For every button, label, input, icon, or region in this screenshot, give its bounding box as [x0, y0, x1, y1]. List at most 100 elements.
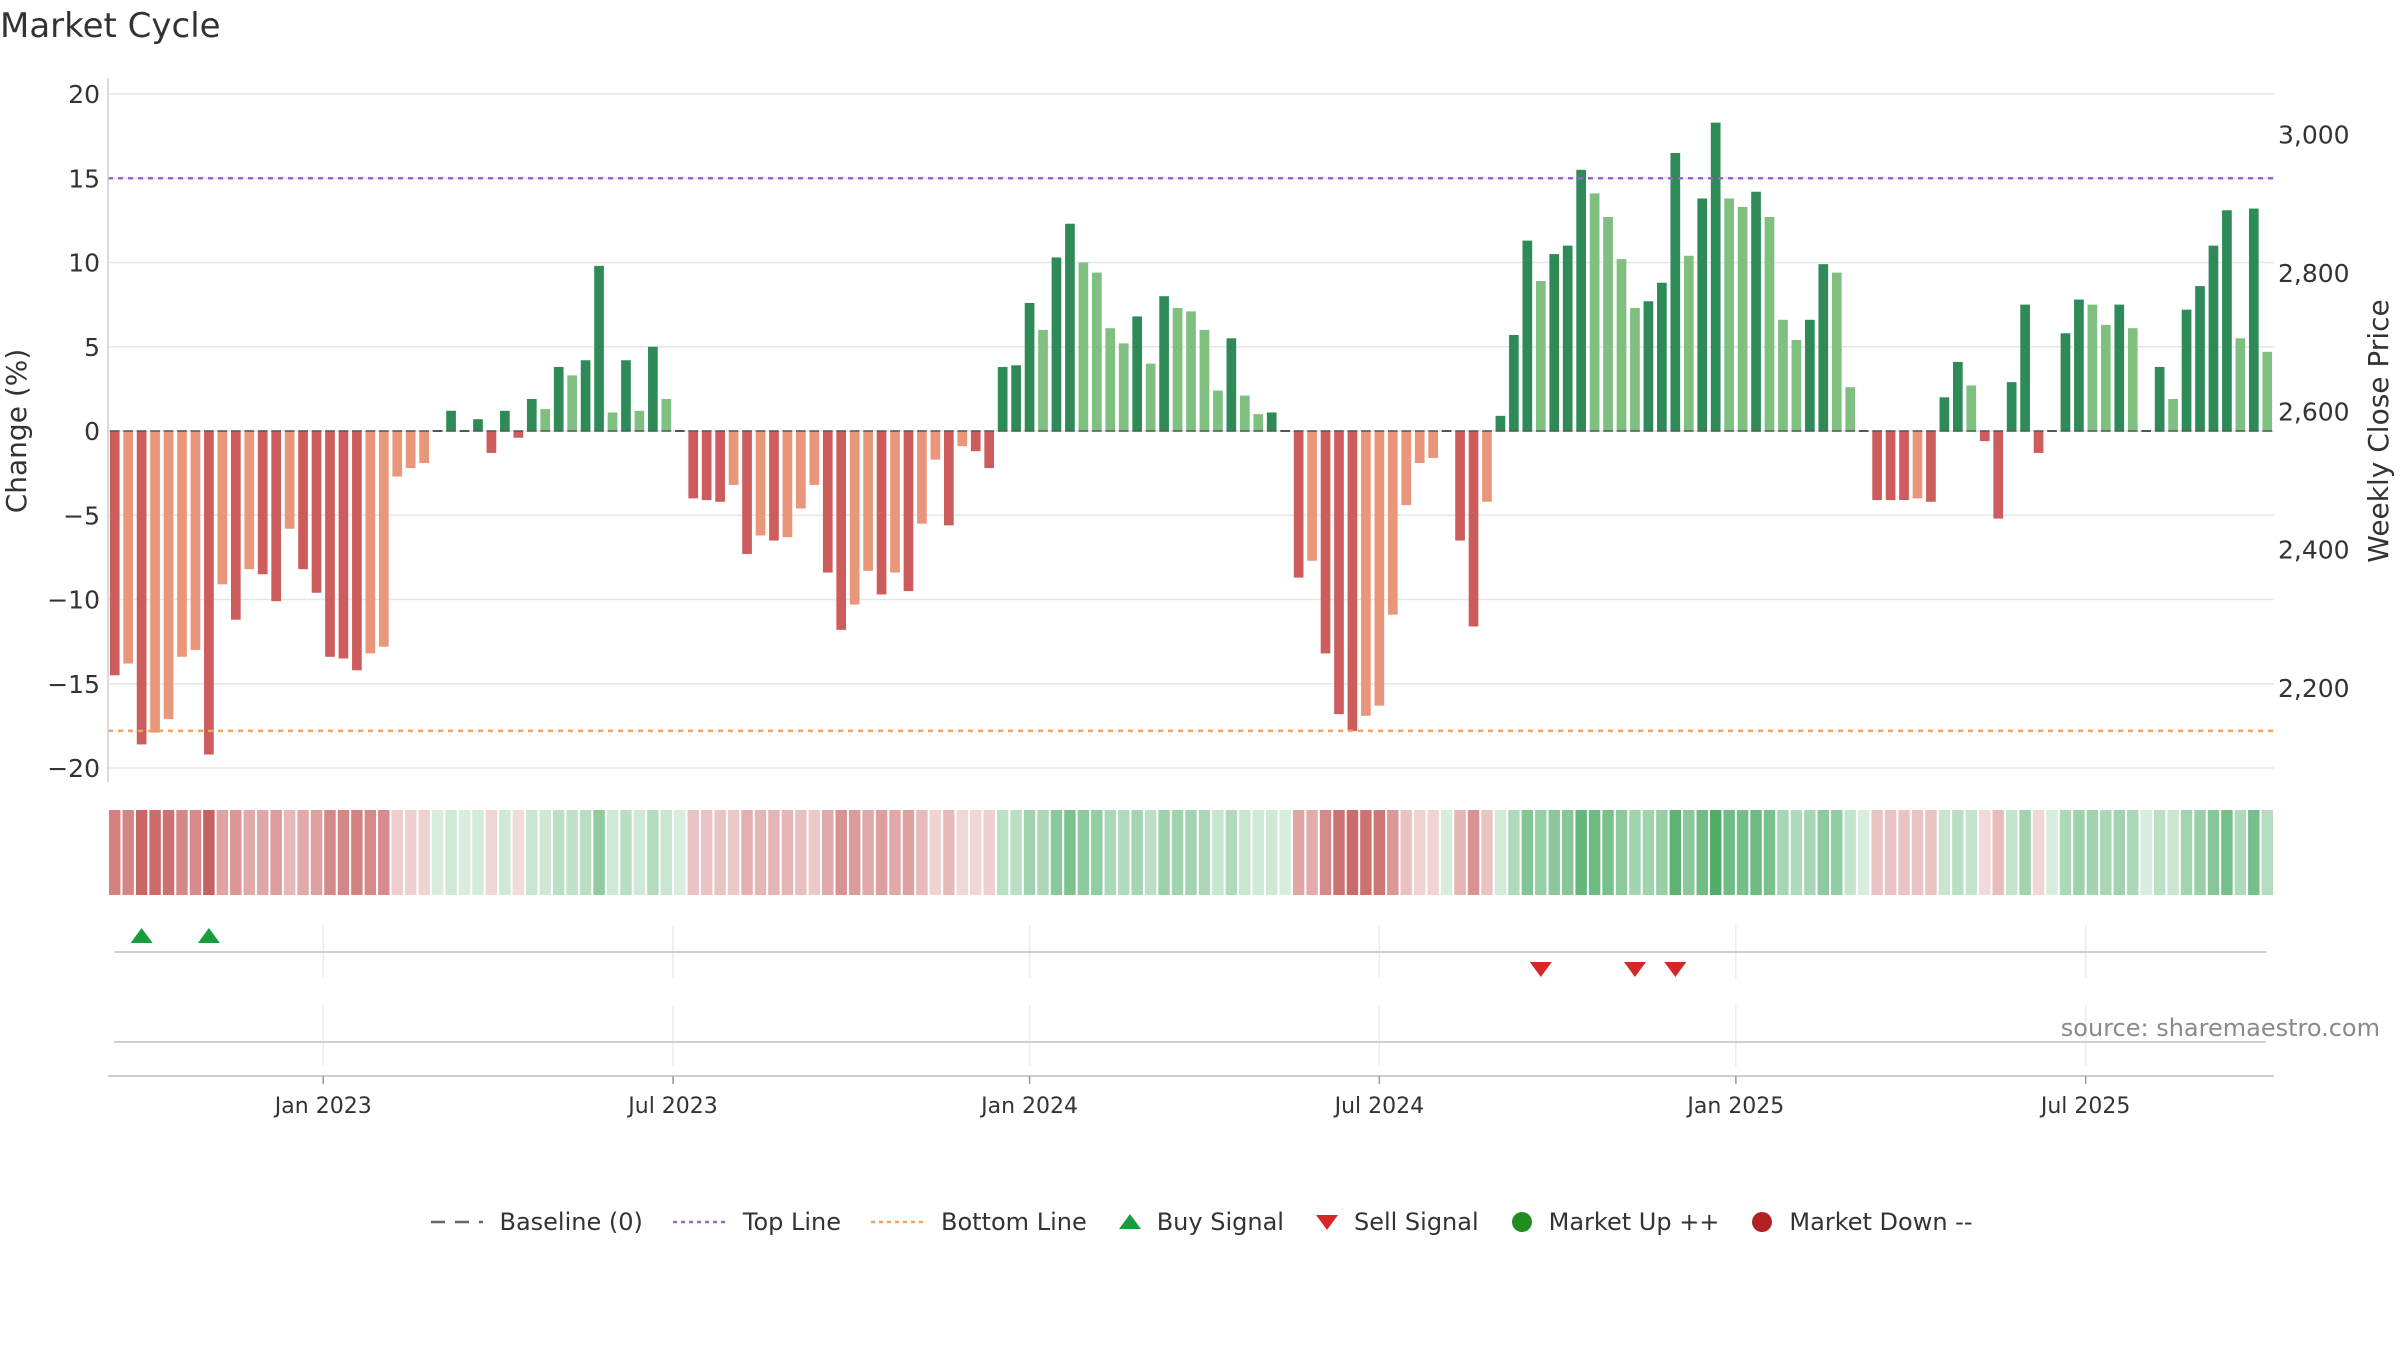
- heat-cell: [754, 810, 767, 895]
- heat-cell: [606, 810, 619, 895]
- bar: [1737, 206, 1748, 431]
- bar: [634, 410, 645, 431]
- heat-cell: [458, 810, 471, 895]
- heat-cell: [1615, 810, 1628, 895]
- bar: [688, 431, 699, 499]
- bar: [2074, 299, 2084, 431]
- bar: [1374, 431, 1385, 706]
- bar: [701, 431, 712, 501]
- heat-cell: [943, 810, 955, 895]
- heat-cell: [2153, 810, 2166, 895]
- heat-cell: [1669, 810, 1682, 895]
- x-tick-label: Jul 2025: [2039, 1094, 2131, 1119]
- bar: [1213, 390, 1223, 431]
- legend-label: Sell Signal: [1353, 1208, 1479, 1236]
- bar: [1495, 415, 1506, 431]
- heat-cell: [283, 810, 296, 895]
- bar: [728, 431, 739, 485]
- heat-cell: [1319, 810, 1332, 895]
- heat-cell: [1683, 810, 1695, 895]
- bar: [1038, 329, 1048, 431]
- heat-cell: [499, 810, 511, 895]
- heat-cell: [633, 810, 646, 895]
- bar: [648, 346, 658, 431]
- circle-icon: [1752, 1212, 1773, 1232]
- heat-cell: [1629, 810, 1641, 895]
- heat-cell: [1548, 810, 1560, 895]
- bar: [2114, 304, 2125, 431]
- heat-cell: [1387, 810, 1399, 895]
- heat-cell: [1508, 810, 1520, 895]
- heat-cell: [579, 810, 592, 895]
- bar: [2235, 338, 2246, 431]
- bar: [917, 431, 927, 524]
- heat-cell: [2100, 810, 2112, 895]
- bar: [621, 360, 631, 431]
- bar: [1361, 431, 1371, 716]
- heat-cell: [916, 810, 928, 895]
- heat-cell: [1077, 810, 1090, 895]
- heat-cell: [189, 810, 202, 895]
- bar: [1751, 191, 1761, 431]
- bar: [123, 431, 134, 664]
- heat-cell: [109, 810, 121, 895]
- legend-item-bottom[interactable]: Bottom Line: [869, 1208, 1087, 1236]
- buy-signal-marker: [130, 928, 153, 943]
- bar: [1979, 431, 1990, 442]
- bar: [136, 431, 147, 745]
- heat-cell: [1817, 810, 1830, 895]
- bar: [177, 431, 187, 657]
- bar: [1091, 272, 1102, 431]
- bar: [2020, 304, 2030, 431]
- legend-item-baseline[interactable]: Baseline (0): [427, 1208, 643, 1236]
- bar: [2222, 210, 2232, 431]
- bar: [890, 431, 900, 573]
- heat-cell: [700, 810, 713, 895]
- heat-cell: [1952, 810, 1964, 895]
- heat-cell: [2221, 810, 2233, 895]
- legend-item-sell[interactable]: Sell Signal: [1312, 1208, 1479, 1236]
- sell-signal-marker: [1529, 962, 1552, 977]
- bar: [876, 431, 887, 595]
- heat-cell: [660, 810, 673, 895]
- bar: [1778, 319, 1788, 431]
- heat-cell: [1804, 810, 1816, 895]
- bar: [1885, 431, 1896, 501]
- bar: [1818, 264, 1829, 431]
- bar: [486, 431, 497, 453]
- heat-cell: [822, 810, 834, 895]
- legend-swatch: [1747, 1209, 1777, 1235]
- bar: [1603, 217, 1613, 431]
- y2-tick-label: 2,600: [2278, 397, 2350, 426]
- heat-cell: [1561, 810, 1574, 895]
- bar: [163, 431, 174, 720]
- heat-cell: [378, 810, 390, 895]
- bar: [1953, 361, 1963, 431]
- legend-item-buy[interactable]: Buy Signal: [1115, 1208, 1284, 1236]
- heat-cell: [1171, 810, 1184, 895]
- heat-cell: [1575, 810, 1587, 895]
- bar: [1724, 198, 1734, 431]
- y2-tick-label: 2,200: [2278, 674, 2350, 703]
- source-note: source: sharemaestro.com: [2060, 1014, 2380, 1042]
- triangle-up-icon: [1118, 1214, 1141, 1229]
- bar: [1683, 255, 1694, 431]
- legend-item-mup[interactable]: Market Up ++: [1507, 1208, 1719, 1236]
- bar: [1011, 365, 1021, 431]
- heat-cell: [122, 810, 134, 895]
- bar: [715, 431, 725, 502]
- heat-cell: [297, 810, 309, 895]
- bar: [2100, 324, 2111, 431]
- x-tick-label: Jan 2024: [979, 1094, 1078, 1119]
- y2-tick-label: 2,400: [2278, 536, 2350, 565]
- legend-item-top[interactable]: Top Line: [671, 1208, 841, 1236]
- bar: [1872, 431, 1882, 501]
- heat-cell: [1239, 810, 1251, 895]
- legend-item-mdown[interactable]: Market Down --: [1747, 1208, 1973, 1236]
- heat-cell: [2127, 810, 2139, 895]
- heat-cell: [1979, 810, 1991, 895]
- bar: [190, 431, 201, 651]
- heat-cell: [445, 810, 457, 895]
- bar: [567, 375, 577, 431]
- heat-cell: [2019, 810, 2031, 895]
